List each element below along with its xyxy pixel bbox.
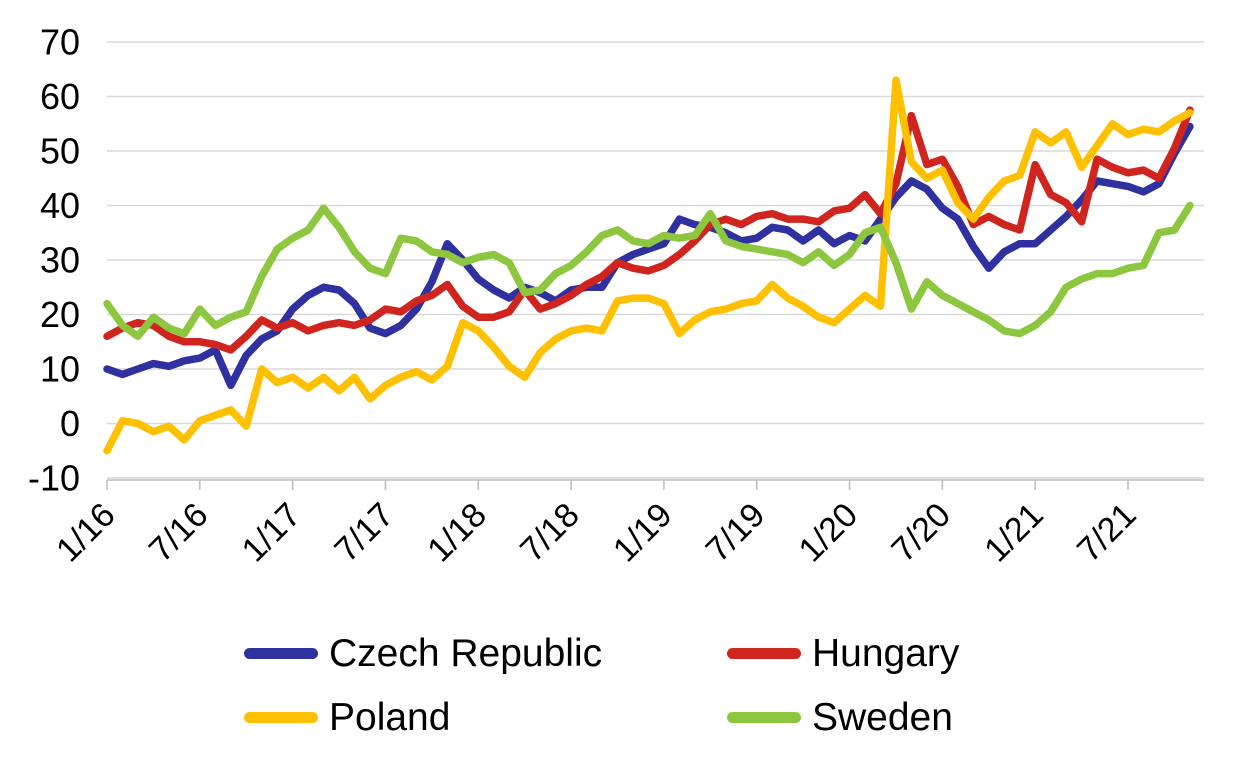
- plot-area: 70 60 50 40 30 20 10 0 -101/16 7/16 1/17 7/17 1/18 7/…: [28, 22, 1204, 570]
- x-axis-tick-label: 7/21: [1070, 496, 1144, 570]
- y-axis-tick-label: 60: [40, 76, 80, 117]
- x-axis-tick-label: 1/19: [606, 496, 680, 570]
- series-line-hungary: [103, 106, 1194, 354]
- legend-item-poland: Poland: [244, 698, 450, 737]
- legend-item-sweden: Sweden: [727, 698, 953, 737]
- y-axis-tick-label: 70: [40, 22, 80, 63]
- y-axis-tick-label: 30: [40, 240, 80, 281]
- legend-swatch-sweden: [727, 712, 801, 723]
- x-axis-tick-label: 7/17: [327, 496, 401, 570]
- x-axis-tick-label: 1/20: [792, 496, 866, 570]
- legend-item-hungary: Hungary: [727, 634, 959, 673]
- x-axis-tick-label: 1/18: [420, 496, 494, 570]
- y-axis-tick-label: 50: [40, 131, 80, 172]
- y-axis-tick-label: 40: [40, 185, 80, 226]
- legend-label-poland: Poland: [329, 696, 451, 739]
- x-axis-tick-label: 7/16: [142, 496, 216, 570]
- x-axis-tick-label: 1/16: [49, 496, 123, 570]
- x-axis-tick-label: 1/21: [977, 496, 1051, 570]
- x-axis-tick-label: 7/19: [699, 496, 773, 570]
- legend-swatch-hungary: [727, 648, 801, 659]
- x-axis-tick-label: 7/18: [513, 496, 587, 570]
- x-axis-tick-label: 1/17: [235, 496, 309, 570]
- y-axis-tick-label: -10: [28, 458, 80, 499]
- legend-swatch-poland: [244, 712, 318, 723]
- legend-swatch-czech-republic: [244, 648, 318, 659]
- legend-label-hungary: Hungary: [812, 632, 960, 675]
- y-axis-tick-label: 0: [60, 403, 80, 444]
- y-axis-tick-label: 10: [40, 349, 80, 390]
- series-line-poland: [103, 76, 1194, 455]
- y-axis-tick-label: 20: [40, 294, 80, 335]
- series-line-czech-republic: [103, 122, 1194, 390]
- x-axis-tick-label: 7/20: [884, 496, 958, 570]
- legend-label-czech-republic: Czech Republic: [329, 632, 603, 675]
- series-line-sweden: [103, 201, 1194, 341]
- legend-label-sweden: Sweden: [812, 696, 953, 739]
- legend-item-czech-republic: Czech Republic: [244, 634, 602, 673]
